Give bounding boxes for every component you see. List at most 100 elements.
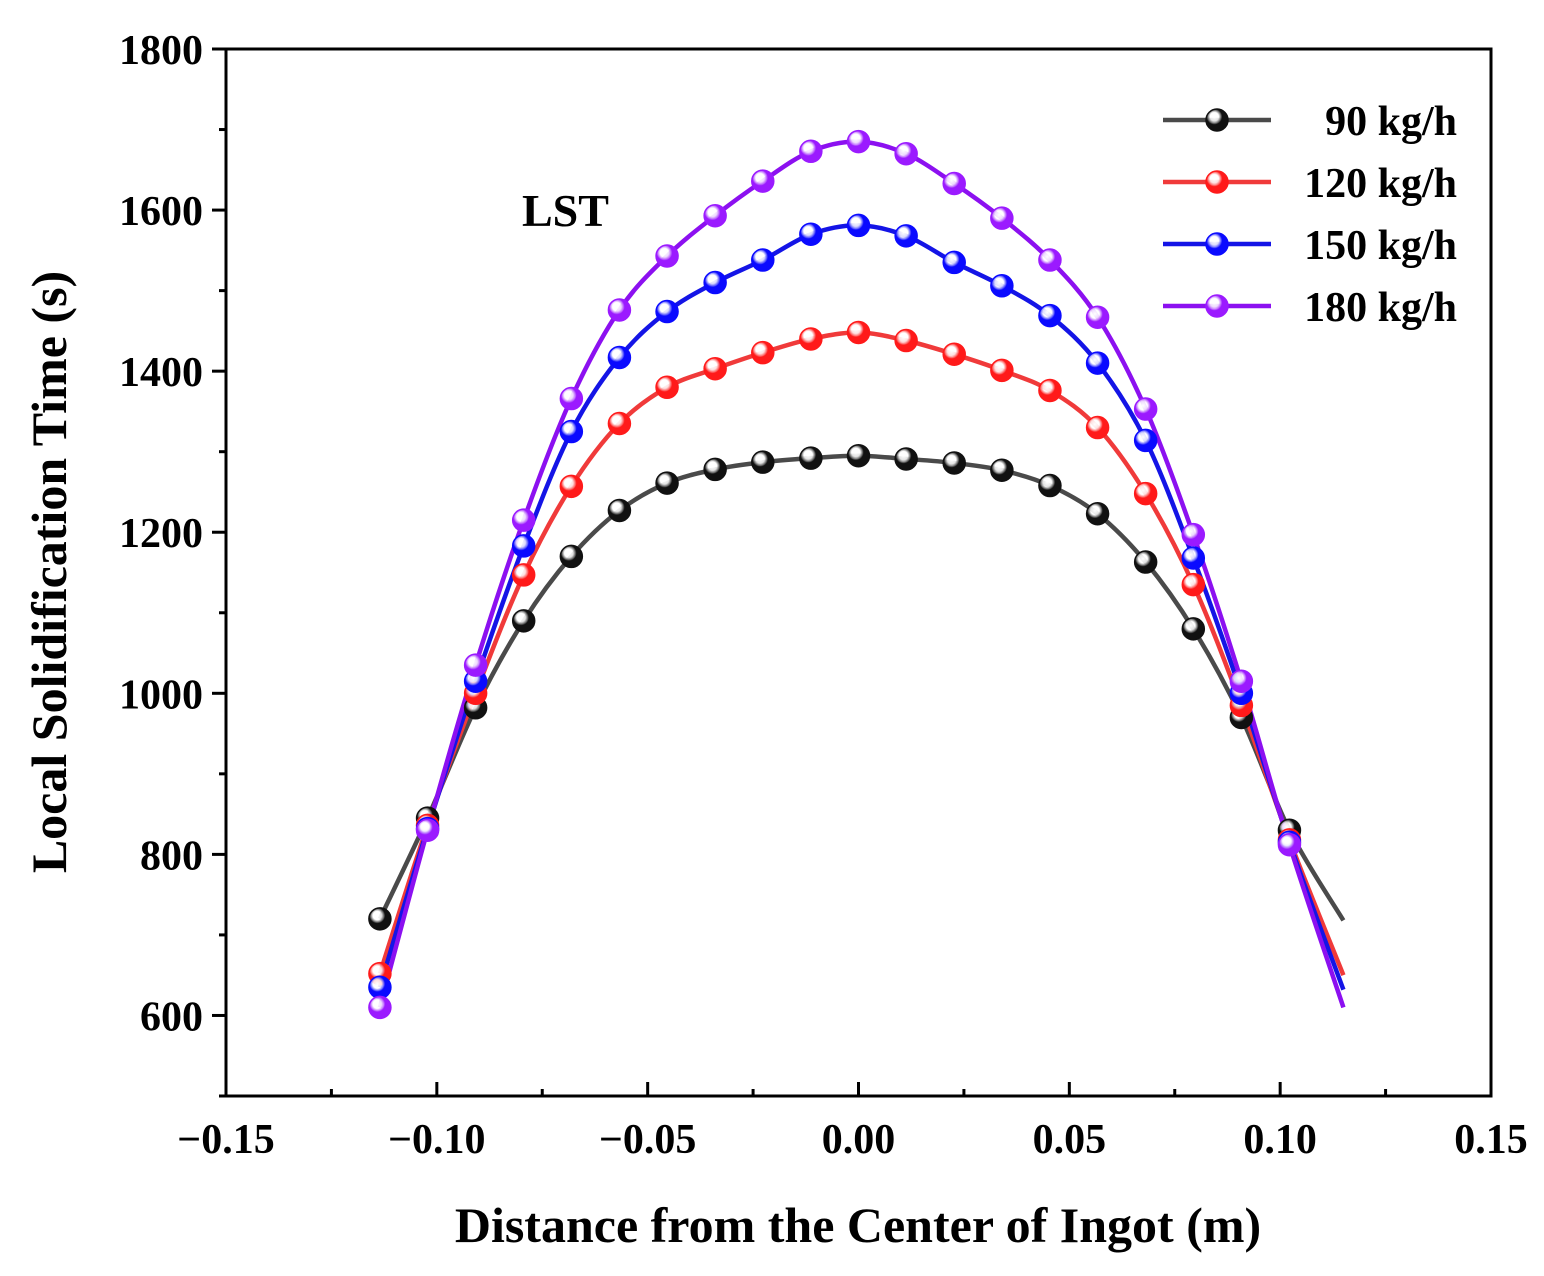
y-tick-label: 1800 <box>119 28 203 74</box>
x-axis-label: Distance from the Center of Ingot (m) <box>455 1197 1261 1253</box>
data-point <box>607 498 632 523</box>
x-tick-label: −0.10 <box>388 1117 485 1163</box>
data-point <box>1085 351 1110 375</box>
data-point <box>942 171 966 196</box>
data-point <box>559 474 584 499</box>
y-axis-label: Local Solidification Time (s) <box>21 271 77 873</box>
data-point <box>1085 501 1110 526</box>
data-point <box>799 327 823 351</box>
x-tick-label: 0.00 <box>822 1117 896 1163</box>
data-point <box>463 653 488 677</box>
data-point <box>559 419 584 444</box>
data-point <box>1038 303 1062 328</box>
y-tick-label: 1200 <box>119 511 203 557</box>
data-point <box>655 299 679 324</box>
data-point <box>751 169 775 193</box>
data-point <box>368 975 392 1000</box>
data-point <box>655 244 679 268</box>
y-tick-label: 1600 <box>119 189 203 235</box>
data-point <box>1229 669 1254 693</box>
data-point <box>942 342 966 366</box>
y-tick-label: 1400 <box>119 350 203 396</box>
data-point <box>1181 546 1206 570</box>
legend-label: 150 kg/h <box>1304 223 1457 269</box>
data-point <box>799 446 823 470</box>
data-point <box>368 907 392 931</box>
y-tick-label: 1000 <box>119 672 203 718</box>
x-tick-label: −0.15 <box>177 1117 274 1163</box>
data-point <box>799 139 823 164</box>
data-point <box>846 320 871 345</box>
data-point <box>703 457 727 482</box>
legend-marker <box>1205 108 1229 132</box>
data-point <box>559 386 584 411</box>
data-point <box>1133 481 1158 506</box>
data-point <box>415 818 440 842</box>
data-point <box>655 375 679 400</box>
data-point <box>1277 832 1302 857</box>
legend-label: 90 kg/h <box>1325 99 1457 145</box>
data-point <box>1181 572 1206 597</box>
legend-marker <box>1205 232 1229 256</box>
legend-marker <box>1205 170 1229 194</box>
series-line-1 <box>377 330 1346 977</box>
legend-label: 120 kg/h <box>1304 161 1457 207</box>
data-point <box>703 203 727 228</box>
data-point <box>1085 415 1110 440</box>
data-point <box>1133 397 1158 421</box>
data-point <box>990 274 1014 298</box>
data-point <box>1085 305 1110 329</box>
data-point <box>1181 522 1206 547</box>
data-point <box>942 451 966 475</box>
data-point <box>607 411 632 436</box>
data-point <box>511 534 536 558</box>
x-tick-label: 0.05 <box>1033 1117 1107 1163</box>
y-tick-label: 600 <box>140 994 203 1040</box>
data-point <box>1038 473 1062 498</box>
data-point <box>990 206 1014 230</box>
data-point <box>368 995 392 1020</box>
data-point <box>607 345 632 370</box>
data-point <box>846 213 871 238</box>
data-point <box>894 328 918 353</box>
data-point <box>1181 617 1206 641</box>
x-tick-label: −0.05 <box>599 1117 696 1163</box>
data-point <box>703 270 727 295</box>
data-point <box>990 358 1014 383</box>
data-point <box>1133 428 1158 453</box>
x-axis-ticks: −0.15 −0.10 −0.05 0.00 0.05 0.10 0.15 <box>177 1082 1528 1163</box>
x-tick-label: 0.15 <box>1454 1117 1528 1163</box>
data-point <box>1133 550 1158 574</box>
lst-annotation: LST <box>522 185 609 236</box>
legend-label: 180 kg/h <box>1304 285 1457 331</box>
data-point <box>655 471 679 495</box>
data-point <box>846 443 871 468</box>
data-point <box>511 609 536 633</box>
data-point <box>990 458 1014 482</box>
data-point <box>703 356 727 381</box>
data-point <box>846 129 871 154</box>
data-point <box>942 250 966 275</box>
y-tick-label: 800 <box>140 833 203 879</box>
data-point <box>511 563 536 587</box>
data-point <box>894 224 918 248</box>
legend-marker <box>1205 294 1229 318</box>
data-point <box>751 450 775 474</box>
data-point <box>559 544 584 569</box>
data-point <box>751 340 775 365</box>
data-point <box>607 298 632 322</box>
y-axis-ticks: 600 800 1000 1200 1400 1600 1800 <box>119 28 226 1098</box>
data-point <box>1038 378 1062 403</box>
data-point <box>799 222 823 246</box>
legend: 90 kg/h 120 kg/h 150 kg/h 180 kg/h <box>1163 99 1457 331</box>
x-tick-label: 0.10 <box>1243 1117 1317 1163</box>
data-point <box>894 447 918 471</box>
data-point <box>751 248 775 272</box>
data-point <box>511 508 536 532</box>
plot-frame <box>224 47 1493 1098</box>
series-markers <box>368 129 1302 1020</box>
data-point <box>894 141 918 166</box>
data-point <box>1038 248 1062 272</box>
